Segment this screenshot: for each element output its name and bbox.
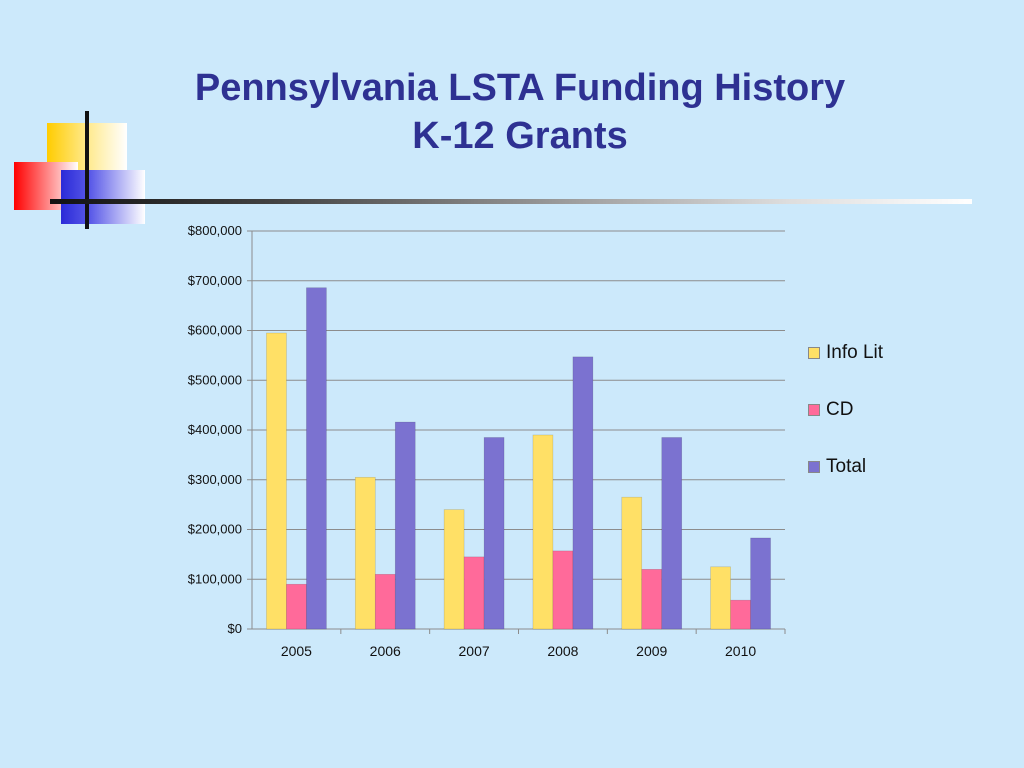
y-tick-label: $0 bbox=[228, 621, 242, 636]
y-tick-label: $300,000 bbox=[188, 472, 242, 487]
legend-swatch bbox=[808, 347, 820, 359]
slide-title-line-2: K-12 Grants bbox=[412, 115, 628, 157]
legend-label: Info Lit bbox=[826, 342, 884, 363]
x-tick-label: 2007 bbox=[459, 643, 490, 659]
bar-info-lit-2005 bbox=[266, 332, 287, 630]
x-tick-label: 2006 bbox=[370, 643, 401, 659]
legend-item: Info Lit bbox=[808, 342, 884, 363]
bar-total-2006 bbox=[394, 421, 416, 630]
slide-title: Pennsylvania LSTA Funding History K-12 G… bbox=[10, 64, 1024, 160]
bar-total-2007 bbox=[483, 437, 505, 630]
x-tick-label: 2009 bbox=[636, 643, 667, 659]
y-tick-label: $600,000 bbox=[188, 323, 242, 338]
y-tick-label: $800,000 bbox=[188, 223, 242, 238]
legend-item: Total bbox=[808, 456, 867, 477]
y-tick-label: $200,000 bbox=[188, 522, 242, 537]
legend-swatch bbox=[808, 404, 820, 416]
bar-total-2010 bbox=[750, 537, 771, 630]
legend-label: Total bbox=[826, 456, 867, 477]
bar-cd-2010 bbox=[730, 599, 751, 630]
y-tick-label: $100,000 bbox=[188, 571, 242, 586]
y-tick-label: $400,000 bbox=[188, 422, 242, 437]
bar-cd-2006 bbox=[374, 573, 396, 630]
bar-info-lit-2009 bbox=[621, 496, 643, 630]
bar-cd-2005 bbox=[286, 583, 307, 630]
legend-item: CD bbox=[808, 399, 854, 420]
decor-horizontal-rule bbox=[50, 199, 972, 204]
bar-info-lit-2006 bbox=[354, 476, 376, 630]
bar-info-lit-2008 bbox=[532, 434, 554, 630]
x-tick-label: 2008 bbox=[547, 643, 578, 659]
decor-blue-square bbox=[61, 170, 145, 224]
bar-cd-2009 bbox=[641, 568, 663, 630]
slide-title-line-1: Pennsylvania LSTA Funding History bbox=[194, 67, 846, 109]
bar-total-2008 bbox=[572, 356, 594, 630]
legend-swatch bbox=[808, 461, 820, 473]
x-tick-label: 2010 bbox=[725, 643, 756, 659]
bar-cd-2008 bbox=[552, 550, 574, 630]
x-tick-label: 2005 bbox=[281, 643, 312, 659]
decor-vertical-line bbox=[85, 111, 89, 229]
bar-info-lit-2010 bbox=[710, 566, 731, 630]
y-tick-label: $500,000 bbox=[188, 372, 242, 387]
bar-total-2009 bbox=[661, 437, 683, 630]
legend-label: CD bbox=[826, 399, 854, 420]
bar-cd-2007 bbox=[463, 556, 485, 630]
y-tick-label: $700,000 bbox=[188, 273, 242, 288]
bar-total-2005 bbox=[306, 287, 327, 630]
bar-info-lit-2007 bbox=[443, 509, 465, 630]
